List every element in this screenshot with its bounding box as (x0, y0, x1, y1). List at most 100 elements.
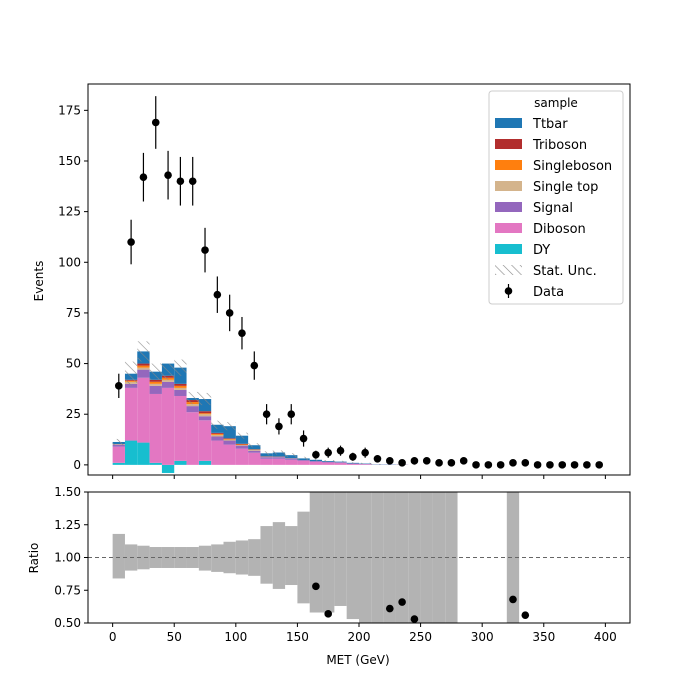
legend-label-single-top: Single top (533, 180, 598, 195)
legend-swatch-signal (495, 202, 522, 212)
legend-swatch-single-top (495, 181, 522, 191)
stat-unc-box (309, 458, 323, 462)
data-point (570, 461, 579, 469)
legend-title: sample (534, 96, 578, 110)
bar-dy (112, 462, 125, 465)
data-point (238, 329, 246, 337)
data-point (472, 461, 480, 469)
legend-swatch-ttbar (495, 118, 522, 128)
stat-unc-box (235, 432, 249, 439)
data-point (533, 461, 542, 469)
stat-unc-box (124, 361, 138, 386)
legend-label-ttbar: Ttbar (532, 117, 568, 132)
ratio-band-bin (322, 492, 335, 613)
data-point (410, 457, 419, 465)
ratio-band-bin (112, 533, 125, 579)
stat-unc-band (112, 341, 421, 466)
data-point (188, 177, 197, 186)
legend-swatch-triboson (495, 139, 522, 149)
legend-swatch-stat-unc (495, 265, 522, 275)
bar-signal (235, 445, 249, 449)
y-tick-label: 100 (58, 255, 81, 269)
stat-unc-box (371, 464, 384, 465)
stat-unc-box (149, 363, 162, 380)
data-point (349, 452, 357, 461)
stat-unc-box (248, 443, 261, 448)
stat-unc-box (272, 450, 286, 455)
data-point (595, 461, 604, 469)
x-tick-label: 300 (471, 630, 494, 644)
x-tick-label: 350 (532, 630, 555, 644)
data-point (496, 461, 505, 469)
data-point (521, 459, 530, 467)
ratio-band-bin (309, 492, 323, 613)
data-point (398, 459, 406, 467)
bar-single-top (211, 434, 224, 437)
legend-label-singleboson: Singleboson (533, 159, 612, 174)
x-tick-label: 100 (224, 630, 247, 644)
stat-unc-box (211, 420, 224, 429)
stat-unc-box (322, 460, 335, 463)
legend-data-marker (504, 287, 513, 295)
data-point (336, 446, 345, 455)
stat-unc-box (161, 363, 175, 380)
legend-frame (488, 90, 624, 305)
data-point (139, 173, 148, 181)
x-tick-label: 400 (594, 630, 617, 644)
bar-signal (211, 436, 224, 441)
ratio-band-bin (297, 511, 310, 604)
bar-single-top (186, 404, 199, 407)
y-axis-label-events: Events (32, 261, 46, 302)
data-point (213, 290, 222, 299)
bar-diboson (248, 452, 261, 465)
data-point (299, 434, 308, 443)
data-point (114, 382, 123, 390)
stat-unc-box (137, 341, 150, 362)
bar-signal (137, 369, 150, 378)
y-tick-label: 0 (73, 458, 81, 472)
bar-single-top (149, 383, 162, 386)
stat-unc-box (223, 422, 236, 431)
bar-diboson (211, 440, 224, 465)
data-points (114, 96, 604, 469)
bar-singleboson (198, 413, 212, 415)
data-point (558, 461, 567, 469)
bar-diboson (235, 448, 249, 465)
y-axis-ratio: 0.50 0.75 1.00 1.25 1.50 (54, 485, 88, 630)
stat-unc-box (346, 462, 359, 464)
bar-ttbar (235, 435, 249, 444)
ratio-point (385, 604, 394, 613)
ratio-band-bin (248, 539, 261, 576)
bar-diboson (297, 460, 310, 465)
bar-diboson (223, 444, 236, 465)
main-plot-panel: 0 25 50 75 100 125 150 175 Events (32, 83, 631, 479)
bar-single-top (198, 414, 212, 417)
bar-single-top (223, 439, 236, 441)
bar-dy (137, 442, 150, 465)
data-point (225, 309, 234, 317)
legend-swatch-singleboson (495, 160, 522, 170)
ratio-points (312, 582, 530, 623)
stat-unc-box (297, 456, 310, 461)
stat-unc-box (285, 453, 298, 458)
ratio-y-tick-label: 1.25 (54, 518, 81, 532)
bar-triboson (223, 438, 236, 439)
ratio-band-bin (272, 522, 286, 589)
ratio-point (521, 611, 530, 619)
bar-singleboson (149, 381, 162, 384)
bar-singleboson (211, 433, 224, 435)
data-point (262, 410, 271, 419)
bar-single-top (174, 387, 187, 390)
bar-singleboson (235, 444, 249, 446)
bar-diboson (137, 377, 150, 443)
bar-single-top (137, 367, 150, 370)
ratio-band-bin (149, 547, 162, 568)
bar-signal (248, 450, 261, 453)
bar-diboson (198, 420, 212, 461)
ratio-point (398, 598, 406, 606)
bar-single-top (161, 379, 175, 382)
bar-dy (161, 464, 175, 473)
legend-label-data: Data (533, 285, 564, 300)
ratio-panel: 0.50 0.75 1.00 1.25 1.50 0 50 100 150 200 250 300 3… (27, 485, 631, 667)
ratio-band-bin (346, 492, 359, 620)
